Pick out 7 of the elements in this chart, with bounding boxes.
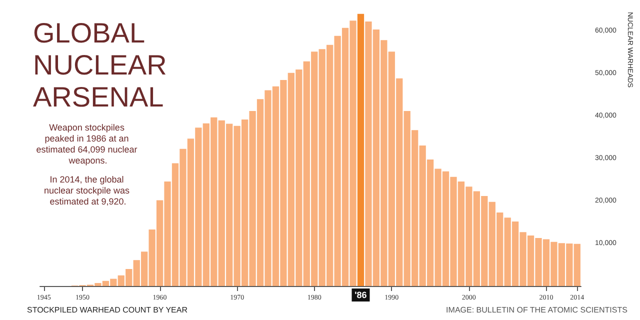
annotation: '86 (354, 290, 367, 300)
text: GLOBAL NUCLEAR ARSENAL (33, 18, 167, 112)
x-axis-title: STOCKPILED WARHEAD COUNT BY YEAR (27, 306, 188, 314)
bar (357, 14, 364, 286)
annotation: In 2014, the global nuclear stockpile was estimated at 9,920. (44, 174, 132, 206)
text: IMAGE: BULLETIN OF THE ATOMIC SCIENTISTS (446, 306, 628, 314)
annotation: Weapon stockpiles peaked in 1986 at an estimated 64,099 nuclear weapons. (36, 122, 140, 166)
